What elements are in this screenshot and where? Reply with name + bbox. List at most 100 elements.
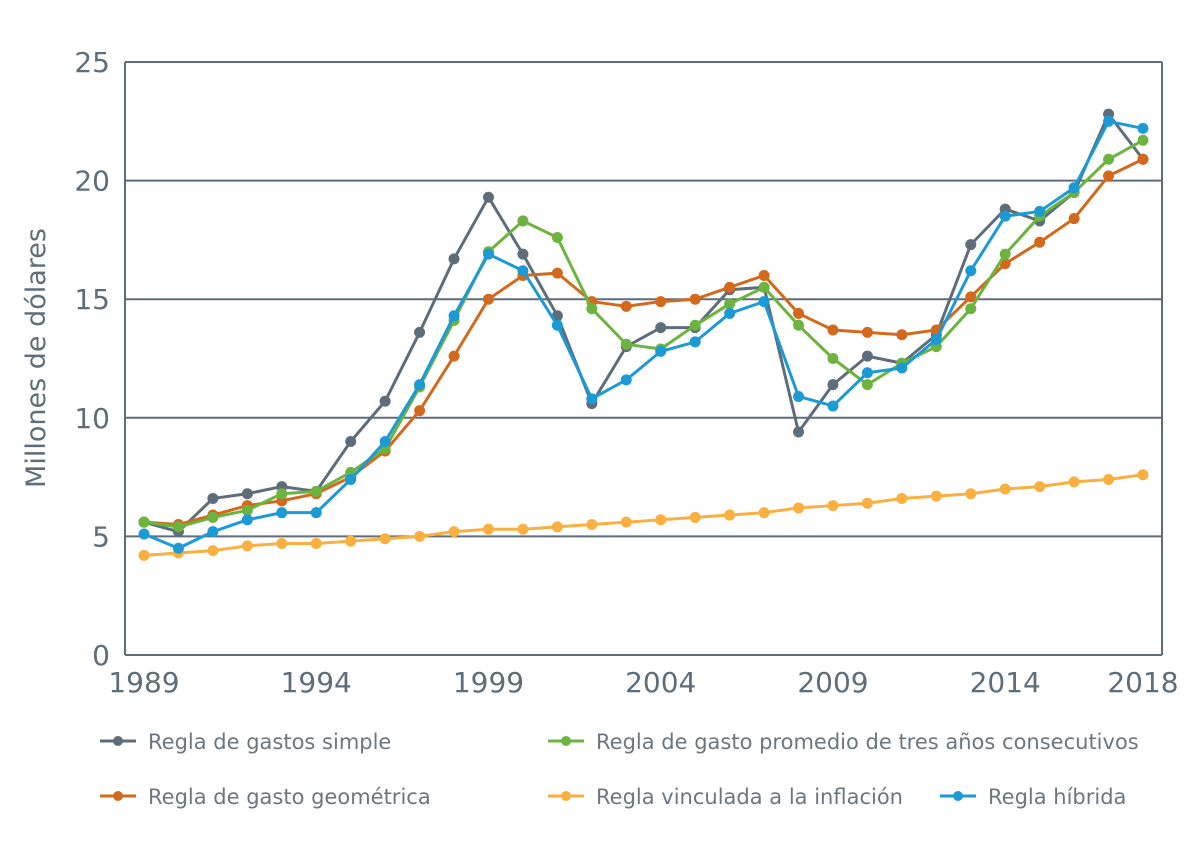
data-point [551,232,563,244]
data-point [1068,182,1080,194]
y-tick-label: 25 [74,46,110,79]
data-point [758,296,770,308]
series-line [143,157,1144,527]
data-point [1137,153,1149,165]
data-point [896,329,908,341]
data-point [379,436,391,448]
data-point [482,293,494,305]
data-point [241,488,253,500]
data-point [965,239,977,251]
legend-label: Regla híbrida [988,785,1126,809]
x-tick-label: 2004 [625,666,696,699]
data-point [1068,213,1080,225]
legend-marker [953,791,963,801]
data-point [276,488,288,500]
data-point [448,350,460,362]
data-point [793,390,805,402]
series-2 [138,153,1149,531]
data-point [965,265,977,277]
data-point [620,516,632,528]
data-point [517,265,529,277]
data-point [758,507,770,519]
x-tick-label: 2018 [1107,666,1178,699]
y-axis-label: Millones de dólares [21,228,52,488]
data-point [310,538,322,550]
data-point [793,319,805,331]
data-point [861,379,873,391]
data-point [861,497,873,509]
data-point [138,516,150,528]
data-point [620,374,632,386]
data-point [414,530,426,542]
data-point [861,326,873,338]
data-point [1034,205,1046,217]
data-point [689,336,701,348]
data-point [276,507,288,519]
data-point [896,492,908,504]
legend-marker [113,736,123,746]
data-point [896,362,908,374]
data-point [999,483,1011,495]
x-tick-label: 1994 [281,666,352,699]
tick-labels: 0 5 10 15 20 25 1989 1994 1999 2004 2009 2014 2018 [74,46,1178,699]
x-tick-label: 1989 [108,666,179,699]
data-point [689,319,701,331]
data-point [586,303,598,315]
data-point [620,300,632,312]
data-point [724,281,736,293]
data-point [827,324,839,336]
data-point [207,545,219,557]
data-point [793,502,805,514]
data-point [1068,476,1080,488]
series-1 [138,134,1149,533]
series-4 [138,115,1149,554]
data-point [482,191,494,203]
data-point [448,310,460,322]
data-point [724,298,736,310]
data-point [1137,134,1149,146]
data-point [586,393,598,405]
legend-item: Regla de gasto promedio de tres años con… [548,730,1139,754]
series-line [143,473,1144,557]
data-point [414,326,426,338]
gridlines [125,61,1162,538]
data-point [345,473,357,485]
data-point [517,248,529,260]
data-point [861,367,873,379]
data-point [448,526,460,538]
legend-label: Regla de gasto promedio de tres años con… [596,730,1139,754]
data-point [241,504,253,516]
legend-label: Regla de gastos simple [148,730,391,754]
data-point [345,436,357,448]
data-point [930,334,942,346]
data-point [138,549,150,561]
data-point [207,526,219,538]
legend-marker [561,791,571,801]
data-point [655,514,667,526]
data-point [827,379,839,391]
data-point [965,488,977,500]
data-point [551,521,563,533]
data-point [517,523,529,535]
data-point [414,405,426,417]
data-point [930,490,942,502]
data-point [1103,170,1115,182]
data-point [655,296,667,308]
legend: Regla de gastos simple Regla de gasto pro… [100,730,1139,809]
data-point [172,521,184,533]
y-tick-label: 5 [92,520,110,553]
legend-marker [561,736,571,746]
data-point [379,533,391,545]
data-point [1137,122,1149,134]
legend-item: Regla de gastos simple [100,730,391,754]
y-tick-label: 20 [74,165,110,198]
data-point [827,500,839,512]
data-point [1137,469,1149,481]
data-point [482,248,494,260]
data-point [586,519,598,531]
series-3 [138,469,1149,561]
data-point [758,269,770,281]
data-point [172,542,184,554]
data-point [310,507,322,519]
data-point [551,267,563,279]
